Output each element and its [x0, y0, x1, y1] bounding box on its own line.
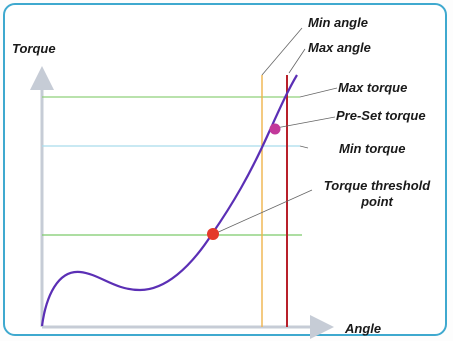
- threshold-label-line1: Torque threshold: [324, 178, 431, 193]
- threshold-leader: [213, 189, 313, 235]
- max-angle-leader: [288, 48, 306, 74]
- torque-curve: [40, 74, 298, 327]
- min-angle-leader: [261, 27, 303, 76]
- max-torque-leader: [299, 87, 338, 98]
- min-torque-leader: [299, 145, 309, 149]
- max-angle-label: Max angle: [308, 40, 371, 55]
- threshold-point: [207, 228, 219, 240]
- pre-set-torque-label: Pre-Set torque: [336, 108, 426, 123]
- min-torque-label: Min torque: [339, 141, 405, 156]
- pre-set-torque-point: [269, 123, 281, 135]
- pre-set-torque-leader: [275, 116, 336, 129]
- y-axis-label: Torque: [12, 41, 56, 56]
- x-axis-label: Angle: [344, 321, 381, 336]
- diagram-frame: [3, 3, 447, 336]
- min-angle-label: Min angle: [308, 15, 368, 30]
- threshold-label-line2: point: [360, 194, 393, 209]
- max-torque-label: Max torque: [338, 80, 407, 95]
